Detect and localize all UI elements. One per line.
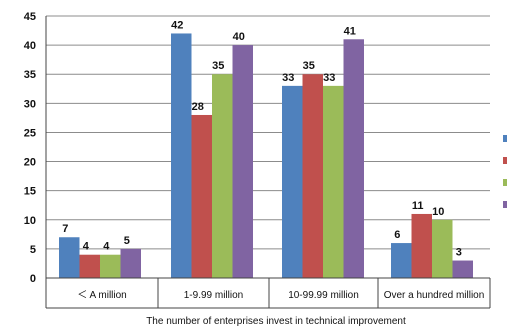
legend-swatch [503,201,507,208]
y-axis-ticks: 0 5 10 15 20 25 30 35 40 45 [24,11,36,285]
data-label: 4 [103,241,110,253]
data-label: 33 [282,72,294,84]
data-label: 6 [394,229,400,241]
y-tick-label: 5 [30,244,36,256]
bar [59,237,80,278]
bar [323,85,344,278]
data-label: 41 [344,25,356,37]
data-label: 28 [192,101,204,113]
y-tick-label: 20 [24,157,36,169]
y-tick-label: 0 [30,273,36,285]
data-label: 33 [323,72,335,84]
bar [171,33,192,278]
bar [452,260,473,278]
y-tick-label: 40 [24,40,36,52]
y-tick-label: 45 [24,11,36,23]
data-label: 42 [171,19,183,31]
data-label: 11 [412,200,424,212]
x-tick-label: 1-9.99 million [184,290,243,301]
bar [212,74,233,278]
bar [432,219,453,278]
bar [343,39,364,279]
data-label: 35 [303,60,315,72]
bars [59,33,473,279]
bar [100,254,121,278]
legend-swatch [503,135,507,142]
bar [391,243,412,278]
gridlines [46,15,490,250]
y-tick-label: 35 [24,69,36,81]
y-tick-label: 30 [24,98,36,110]
bar [232,45,253,278]
x-tick-label: Over a hundred million [384,290,485,301]
x-axis-label: The number of enterprises invest in tech… [146,316,406,327]
bar [411,213,432,278]
x-tick-label: ＜ A million [77,290,126,301]
x-tick-label: 10-99.99 million [288,290,359,301]
data-label: 4 [83,241,90,253]
bar [282,85,303,278]
data-label: 40 [233,31,245,43]
y-tick-label: 15 [24,186,36,198]
data-label: 7 [62,223,68,235]
legend-swatch [503,157,507,164]
y-tick-label: 10 [24,215,36,227]
data-label: 10 [432,206,444,218]
legend-swatch [503,179,507,186]
bar [302,74,323,278]
data-label: 3 [456,247,462,259]
data-label: 5 [124,235,130,247]
y-tick-label: 25 [24,127,36,139]
legend [503,135,507,208]
x-axis: ＜ A million 1-9.99 million 10-99.99 millio… [45,16,491,309]
data-label: 35 [212,60,224,72]
bar [191,114,212,278]
bar [120,248,141,278]
data-labels: 7 4 4 5 42 28 35 40 33 35 33 41 6 11 10 3 [62,19,462,258]
bar [79,254,100,278]
